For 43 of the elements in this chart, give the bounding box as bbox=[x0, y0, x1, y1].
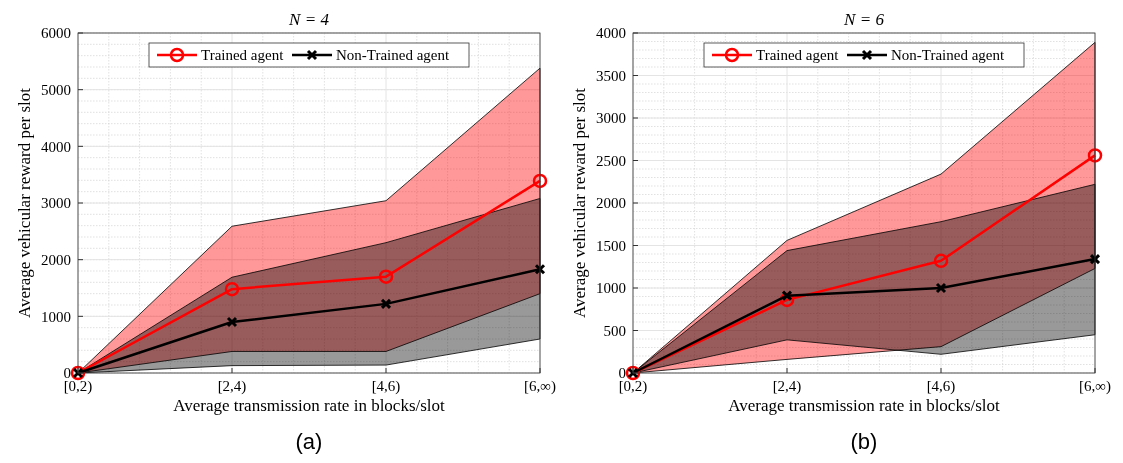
legend-label: Non-Trained agent bbox=[891, 47, 1006, 64]
y-tick-label: 2000 bbox=[596, 195, 626, 212]
x-tick-label: [6,∞) bbox=[1079, 378, 1111, 395]
legend-label: Trained agent bbox=[756, 47, 840, 64]
legend-label: Non-Trained agent bbox=[336, 47, 451, 64]
point bbox=[935, 282, 947, 294]
x-tick-label: [2,4) bbox=[217, 378, 247, 395]
y-axis-title: Average vehicular reward per slot bbox=[570, 87, 589, 319]
point bbox=[380, 298, 392, 310]
y-tick-label: 3000 bbox=[596, 110, 626, 127]
text: (a) bbox=[295, 429, 323, 454]
x-axis-title: Average transmission rate in blocks/slot bbox=[728, 396, 1001, 415]
y-tick-label: 4000 bbox=[596, 25, 626, 42]
chart-title: N = 6 bbox=[843, 10, 885, 29]
x-tick-label: [2,4) bbox=[772, 378, 802, 395]
chart-title: N = 4 bbox=[288, 10, 330, 29]
y-tick-label: 2000 bbox=[41, 251, 71, 268]
point bbox=[226, 316, 238, 328]
point bbox=[1087, 148, 1103, 163]
y-tick-label: 3500 bbox=[596, 67, 626, 84]
x-tick-label: [4,6) bbox=[926, 378, 956, 395]
y-tick-label: 1000 bbox=[596, 280, 626, 297]
point bbox=[378, 269, 394, 284]
y-tick-label: 5000 bbox=[41, 81, 71, 98]
x-tick-label: [6,∞) bbox=[524, 378, 556, 395]
x-axis-title: Average transmission rate in blocks/slot bbox=[173, 396, 446, 415]
point bbox=[224, 281, 240, 297]
y-tick-label: 4000 bbox=[41, 138, 71, 155]
point bbox=[781, 290, 793, 302]
x-tick-label: [4,6) bbox=[371, 378, 401, 395]
y-tick-label: 1000 bbox=[41, 308, 71, 325]
legend-label: Trained agent bbox=[201, 47, 285, 64]
y-tick-label: 6000 bbox=[41, 25, 71, 42]
y-tick-label: 500 bbox=[603, 322, 626, 339]
point bbox=[933, 253, 949, 269]
y-axis-title: Average vehicular reward per slot bbox=[15, 87, 34, 319]
y-tick-label: 1500 bbox=[596, 237, 626, 254]
text: (b) bbox=[850, 429, 878, 454]
point bbox=[534, 263, 546, 275]
point bbox=[532, 173, 548, 189]
y-tick-label: 3000 bbox=[41, 195, 71, 212]
y-tick-label: 2500 bbox=[596, 152, 626, 169]
point bbox=[1089, 253, 1101, 265]
